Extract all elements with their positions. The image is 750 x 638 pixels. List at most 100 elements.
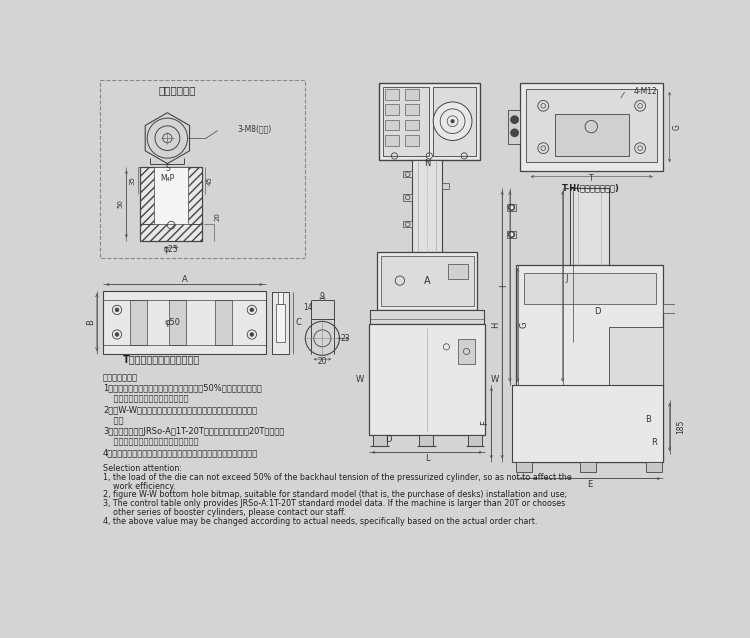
Circle shape (510, 233, 513, 236)
Text: 上模模頭詳圖: 上模模頭詳圖 (159, 85, 196, 96)
Text: N: N (424, 159, 430, 168)
Bar (386, 120, 399, 130)
Bar (663, 304, 675, 313)
Text: W: W (490, 375, 499, 383)
Bar (468, 435, 482, 446)
Bar (373, 435, 387, 446)
Text: work efficiency.: work efficiency. (103, 482, 176, 491)
Text: B: B (86, 319, 95, 325)
Text: 20: 20 (214, 212, 220, 221)
Bar (520, 83, 663, 171)
Text: φ25: φ25 (164, 245, 178, 255)
Bar (140, 167, 202, 241)
Circle shape (250, 308, 254, 312)
Text: C: C (296, 318, 302, 327)
Text: A: A (182, 276, 188, 285)
Text: T: T (589, 174, 593, 184)
Circle shape (115, 308, 119, 312)
Bar (433, 87, 476, 156)
Bar (386, 89, 399, 100)
Bar (580, 461, 596, 471)
Text: 1, the load of the die can not exceed 50% of the backhaul tension of the pressur: 1, the load of the die can not exceed 50… (103, 473, 572, 482)
Text: 4-M12: 4-M12 (634, 87, 657, 96)
Bar (405, 120, 419, 130)
Text: L: L (424, 454, 429, 463)
Bar (379, 83, 480, 160)
Bar (405, 104, 419, 115)
Text: E: E (587, 480, 592, 489)
Text: H: H (490, 322, 500, 328)
Text: 系列增壓缸的機台請与我司人員聯系；: 系列增壓缸的機台請与我司人員聯系； (103, 438, 199, 447)
Text: M₄P: M₄P (160, 174, 175, 182)
Text: G: G (519, 322, 528, 328)
Bar (405, 89, 419, 100)
Bar (154, 167, 188, 225)
Bar (405, 135, 419, 146)
Text: 14: 14 (304, 303, 313, 312)
Bar (369, 323, 485, 435)
Bar (272, 292, 289, 353)
Circle shape (511, 129, 518, 137)
Circle shape (509, 204, 515, 211)
Text: 1、模具上模負載不能超過增壓缸回程拉力的50%，以免影響工作效: 1、模具上模負載不能超過增壓缸回程拉力的50%，以免影響工作效 (103, 384, 262, 393)
Bar (507, 204, 516, 211)
Bar (509, 110, 520, 144)
Text: 35: 35 (130, 176, 136, 185)
Bar (442, 183, 449, 189)
Text: D: D (594, 307, 601, 316)
Circle shape (451, 120, 454, 122)
Bar (516, 461, 532, 471)
Text: B: B (645, 415, 651, 424)
Bar (524, 273, 656, 304)
Bar (103, 291, 266, 353)
Text: Selection attention:: Selection attention: (103, 464, 182, 473)
Text: 45: 45 (207, 176, 213, 185)
Text: G: G (673, 124, 682, 130)
Text: other series of booster cylinders, please contact our staff.: other series of booster cylinders, pleas… (103, 508, 346, 517)
Bar (507, 230, 516, 238)
Bar (215, 300, 232, 345)
Bar (419, 435, 434, 446)
Bar (169, 300, 186, 345)
Bar (555, 114, 628, 156)
Bar (386, 104, 399, 115)
Bar (646, 461, 662, 471)
Text: T型槽底板（工作台面詳圖）: T型槽底板（工作台面詳圖） (123, 354, 200, 364)
Text: W: W (356, 375, 364, 383)
Circle shape (115, 332, 119, 336)
Bar (276, 304, 285, 342)
Bar (386, 135, 399, 146)
Bar (376, 252, 477, 310)
Text: J: J (566, 274, 568, 283)
Circle shape (510, 206, 513, 209)
Bar (403, 221, 412, 228)
Text: 23: 23 (340, 334, 350, 343)
Bar (526, 89, 657, 162)
Bar (278, 292, 283, 304)
Text: D: D (385, 434, 392, 444)
Text: 3-M8(均有): 3-M8(均有) (237, 124, 272, 133)
Bar (380, 256, 473, 306)
Text: 9: 9 (320, 292, 325, 300)
Bar (448, 263, 468, 279)
Text: 選型注意事項：: 選型注意事項： (103, 373, 138, 382)
Text: 2, figure W-W bottom hole bitmap, suitable for standard model (that is, the purc: 2, figure W-W bottom hole bitmap, suitab… (103, 491, 567, 500)
Text: A: A (424, 276, 430, 286)
Circle shape (433, 102, 472, 140)
Text: 4, the above value may be changed according to actual needs, specifically based : 4, the above value may be changed accord… (103, 517, 538, 526)
Text: 185: 185 (676, 420, 685, 434)
Text: 50: 50 (117, 199, 123, 208)
Bar (570, 188, 609, 265)
Bar (403, 195, 412, 200)
Text: 率；此點要求適用我司所有機台。: 率；此點要求適用我司所有機台。 (103, 394, 188, 404)
Text: T-H(底部安裝孔詳圖): T-H(底部安裝孔詳圖) (562, 184, 620, 193)
Text: R: R (651, 438, 657, 447)
Text: 用；: 用； (103, 416, 124, 425)
Bar (516, 265, 663, 461)
Bar (403, 171, 412, 177)
Text: F: F (481, 420, 490, 426)
Circle shape (511, 116, 518, 124)
Text: 3、對照表僅提供JRSo-A：1T-20T標準機型數据，大於20T或選其他: 3、對照表僅提供JRSo-A：1T-20T標準機型數据，大於20T或選其他 (103, 427, 284, 436)
Bar (140, 167, 202, 241)
Text: S: S (165, 165, 170, 174)
